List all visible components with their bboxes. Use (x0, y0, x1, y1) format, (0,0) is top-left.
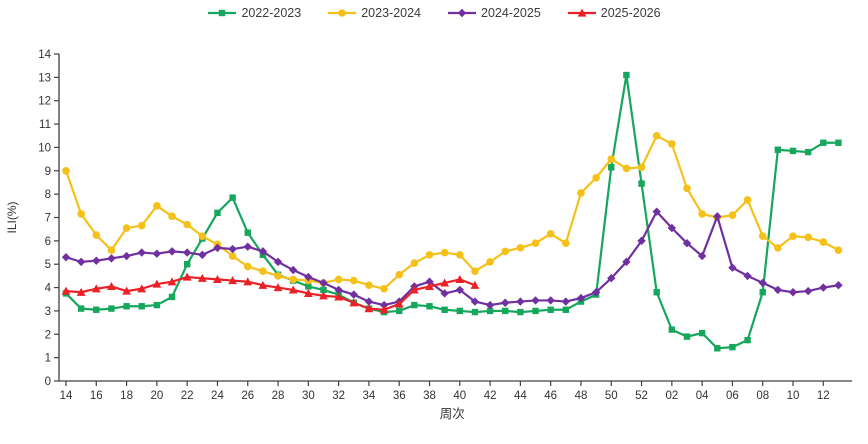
x-axis-title: 周次 (440, 407, 465, 421)
svg-text:08: 08 (756, 390, 769, 402)
svg-text:32: 32 (332, 390, 345, 402)
legend-label: 2025-2026 (600, 6, 661, 20)
legend-triangle-marker-icon (567, 6, 597, 20)
svg-text:48: 48 (575, 390, 588, 402)
svg-text:10: 10 (38, 142, 51, 154)
legend-label: 2023-2024 (361, 6, 421, 20)
svg-text:12: 12 (817, 390, 830, 402)
svg-text:1: 1 (45, 353, 51, 365)
svg-text:06: 06 (726, 390, 739, 402)
svg-text:5: 5 (45, 259, 51, 271)
svg-text:8: 8 (45, 189, 51, 201)
svg-text:9: 9 (45, 166, 51, 178)
svg-text:20: 20 (150, 390, 163, 402)
legend-item-2022-2023[interactable]: 2022-2023 (207, 6, 301, 20)
svg-text:22: 22 (181, 390, 194, 402)
svg-text:10: 10 (787, 390, 800, 402)
svg-text:02: 02 (665, 390, 678, 402)
chart-legend: 2022-2023 2023-2024 2024-2025 2025-2026 (0, 2, 868, 24)
svg-text:16: 16 (90, 390, 103, 402)
svg-text:11: 11 (39, 119, 51, 131)
svg-text:30: 30 (302, 390, 315, 402)
svg-text:04: 04 (696, 390, 709, 402)
y-axis-title: ILI(%) (5, 201, 19, 233)
legend-item-2023-2024[interactable]: 2023-2024 (327, 6, 421, 20)
svg-text:40: 40 (453, 390, 466, 402)
svg-text:6: 6 (45, 236, 51, 248)
svg-text:26: 26 (241, 390, 254, 402)
legend-label: 2024-2025 (481, 6, 541, 20)
svg-text:42: 42 (484, 390, 497, 402)
svg-text:7: 7 (45, 213, 51, 225)
legend-square-marker-icon (207, 6, 237, 20)
svg-text:4: 4 (45, 283, 52, 295)
svg-text:28: 28 (272, 390, 285, 402)
legend-diamond-marker-icon (447, 6, 477, 20)
legend-item-2025-2026[interactable]: 2025-2026 (567, 6, 661, 20)
svg-text:34: 34 (363, 390, 376, 402)
svg-text:52: 52 (635, 390, 648, 402)
svg-text:36: 36 (393, 390, 406, 402)
svg-text:3: 3 (45, 306, 51, 318)
svg-text:12: 12 (38, 96, 51, 108)
svg-text:18: 18 (120, 390, 133, 402)
legend-label: 2022-2023 (241, 6, 302, 20)
svg-text:13: 13 (38, 72, 51, 84)
svg-text:14: 14 (60, 390, 73, 402)
legend-item-2024-2025[interactable]: 2024-2025 (447, 6, 541, 20)
svg-text:38: 38 (423, 390, 436, 402)
svg-text:2: 2 (45, 329, 51, 341)
legend-circle-marker-icon (327, 6, 357, 20)
svg-text:14: 14 (38, 49, 51, 61)
svg-text:44: 44 (514, 390, 527, 402)
svg-text:0: 0 (45, 376, 51, 388)
svg-text:46: 46 (544, 390, 557, 402)
svg-text:24: 24 (211, 390, 224, 402)
svg-text:50: 50 (605, 390, 618, 402)
